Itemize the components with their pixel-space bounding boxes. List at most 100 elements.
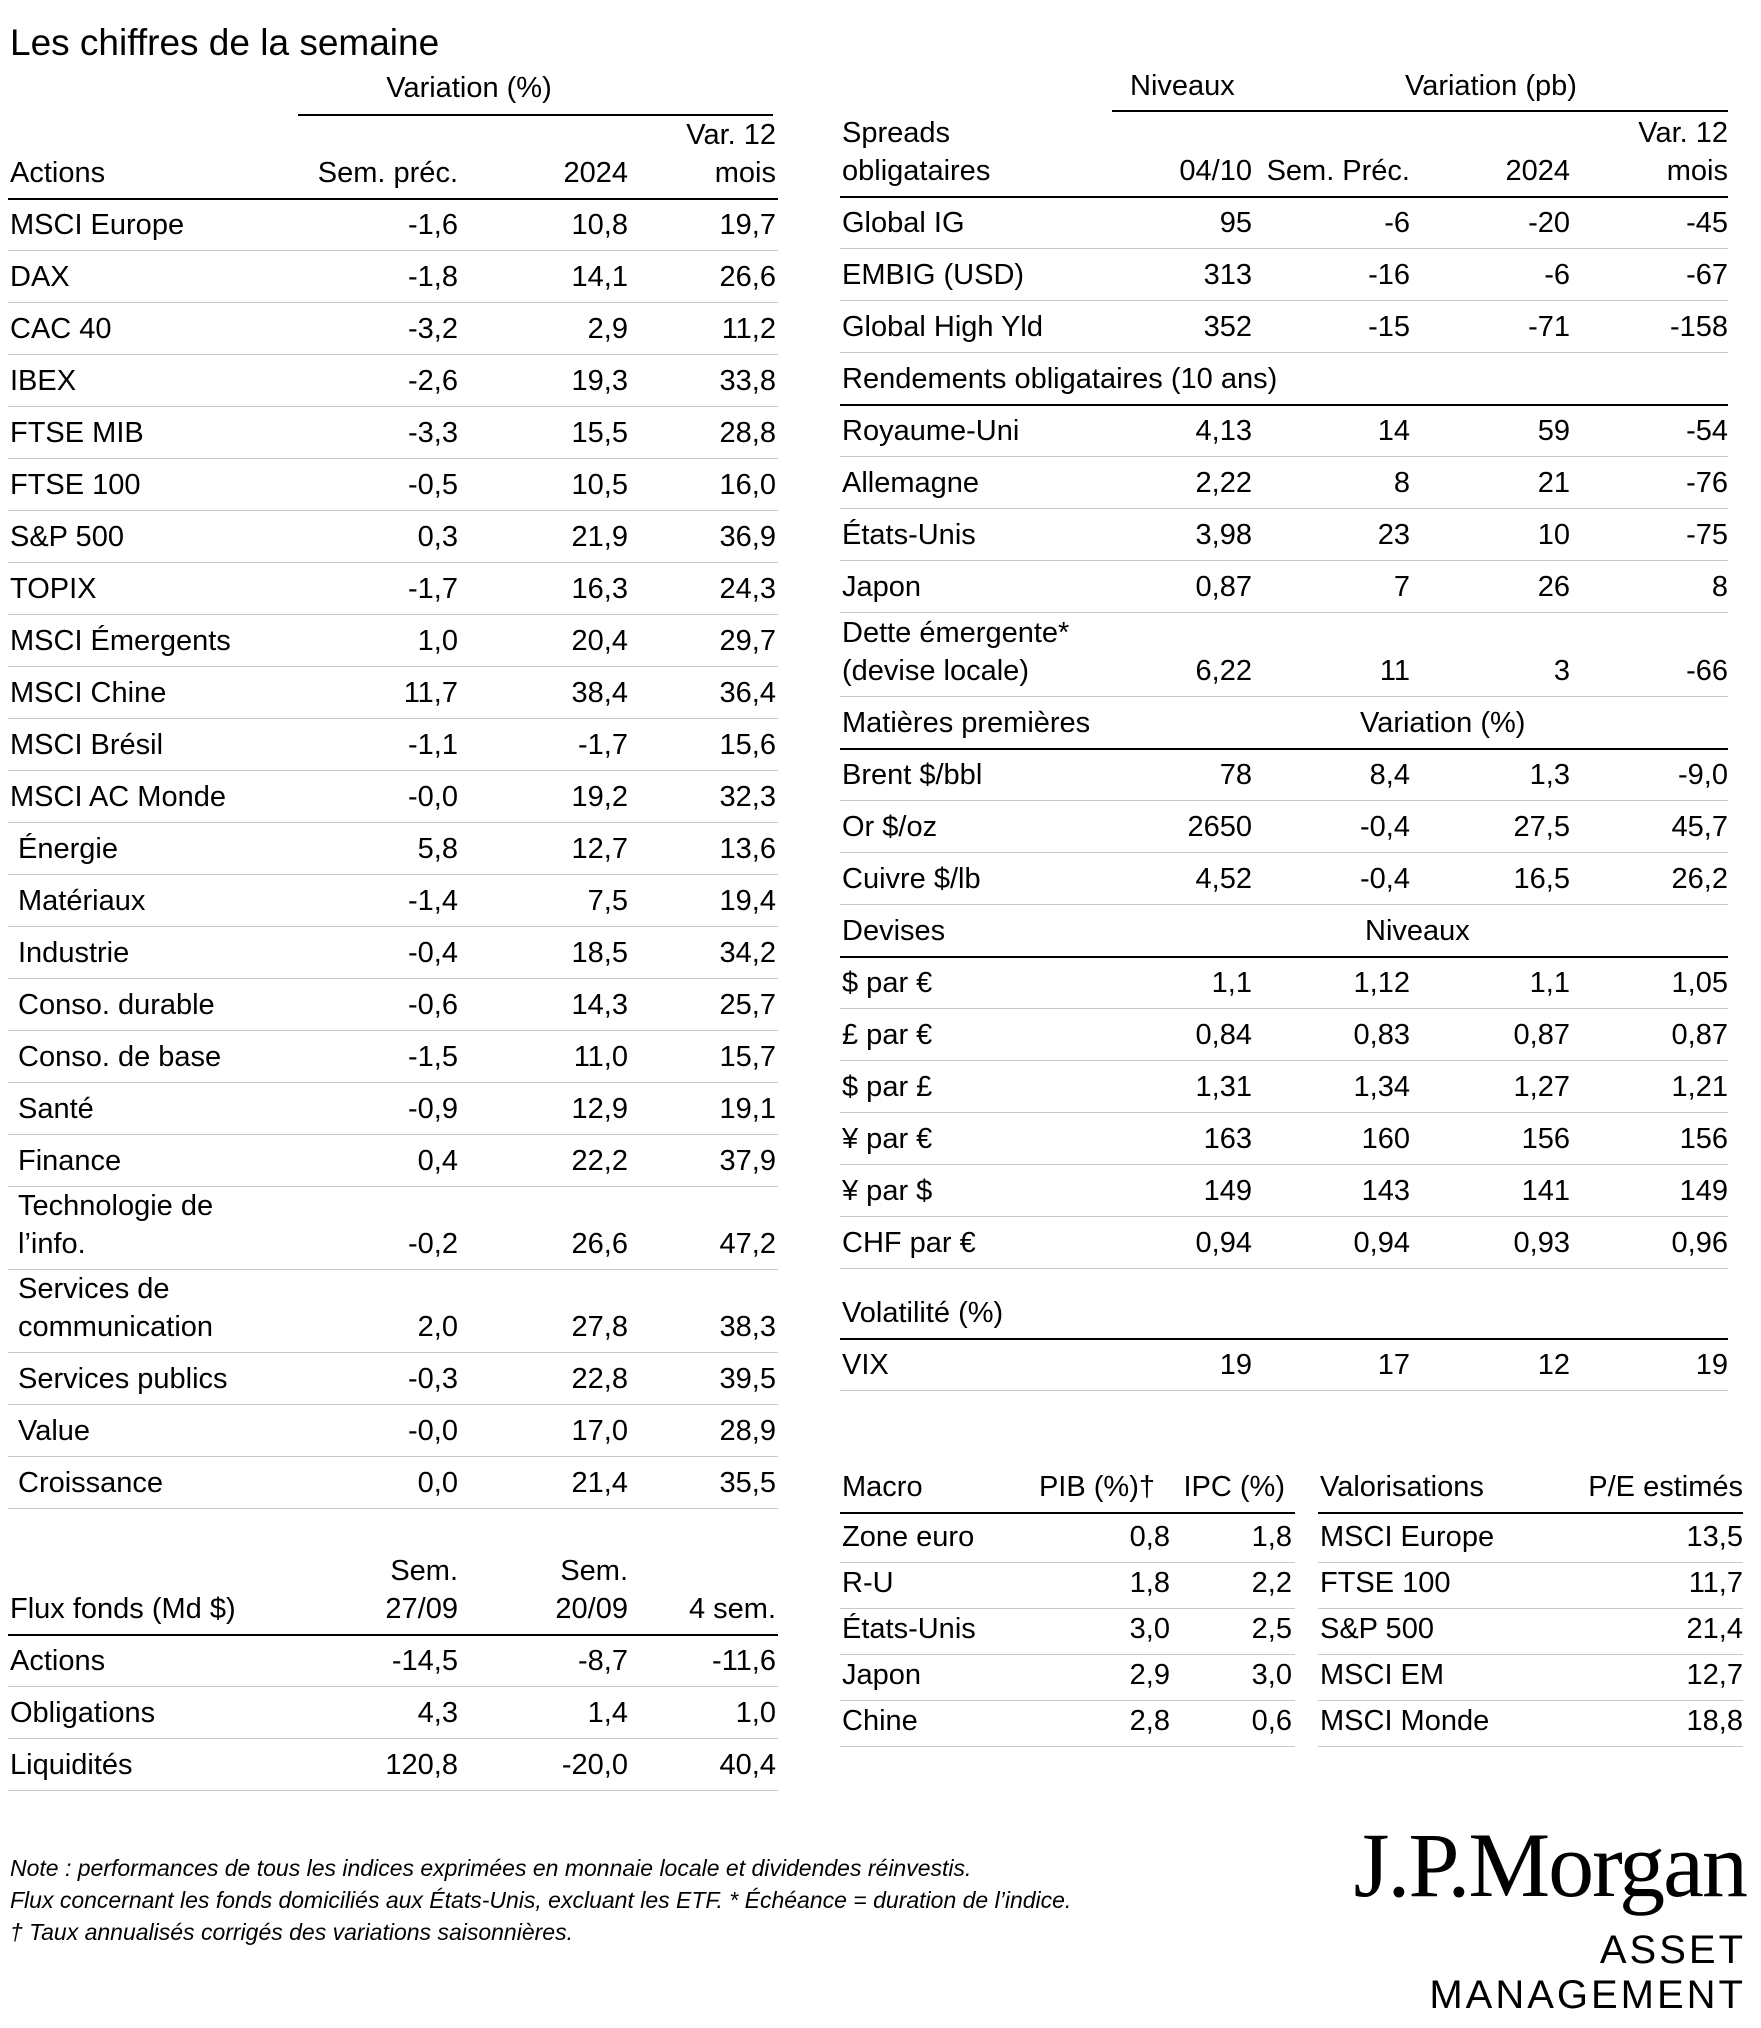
variation-pb-group-label: Variation (pb)	[1405, 70, 1577, 102]
row-label: Services publics	[18, 1363, 228, 1395]
prev-week-value: 7	[1393, 571, 1410, 603]
row-label: Services de communication	[18, 1273, 214, 1343]
row-label: Brent $/bbl	[842, 759, 983, 791]
ytd-value: 12	[1537, 1349, 1570, 1381]
prev-week-value: -1,6	[408, 209, 458, 241]
cpi-value: 2,2	[1251, 1567, 1292, 1599]
12m-value: 28,9	[719, 1415, 776, 1447]
table-row: Services de communication 2,0 27,8 38,3	[8, 1269, 778, 1353]
level-value: 352	[1203, 311, 1252, 343]
prev-week-value: 23	[1377, 519, 1410, 551]
prev-week-value: -0,0	[408, 1415, 458, 1447]
table-row: Global IG 95 -6 -20 -45	[840, 196, 1728, 249]
prev-week-value: 0,0	[417, 1467, 458, 1499]
table-row: Croissance 0,0 21,4 35,5	[8, 1456, 778, 1509]
table-row: Services publics -0,3 22,8 39,5	[8, 1352, 778, 1405]
ytd-value: 19,3	[571, 365, 628, 397]
12m-value: 16,0	[719, 469, 776, 501]
asset-management-logo-text: ASSET MANAGEMENT	[1429, 1928, 1746, 2017]
row-label: MSCI Chine	[10, 677, 167, 709]
table-row: Technologie de l’info. -0,2 26,6 47,2	[8, 1186, 778, 1270]
row-label: FTSE 100	[1320, 1567, 1451, 1599]
row-label: Japon	[842, 1659, 922, 1691]
macro-table: Macro PIB (%)† IPC (%) Zone euro 0,8 1,8 R-U 1,…	[840, 1460, 1295, 1760]
table-row: Finance 0,4 22,2 37,9	[8, 1134, 778, 1187]
footnotes: Note : performances de tous les indices …	[10, 1852, 1071, 1948]
row-label: Santé	[18, 1093, 94, 1125]
12m-value: 1,21	[1671, 1071, 1728, 1103]
row-label: R-U	[842, 1567, 894, 1599]
12m-value: 19	[1695, 1349, 1728, 1381]
prev-week-value: 17	[1377, 1349, 1410, 1381]
row-label: Value	[18, 1415, 91, 1447]
table-row: MSCI Brésil -1,1 -1,7 15,6	[8, 718, 778, 771]
ytd-value: 27,8	[571, 1311, 628, 1343]
12m-value: 1,05	[1671, 967, 1728, 999]
table-row: FTSE MIB -3,3 15,5 28,8	[8, 406, 778, 459]
12m-value: 15,6	[719, 729, 776, 761]
row-label: MSCI Émergents	[10, 625, 231, 657]
12m-value: 28,8	[719, 417, 776, 449]
12m-value: -158	[1669, 311, 1728, 343]
ytd-value: 12,7	[571, 833, 628, 865]
12m-value: -76	[1686, 467, 1728, 499]
footnote-line: † Taux annualisés corrigés des variation…	[10, 1919, 573, 1945]
ytd-value: 38,4	[571, 677, 628, 709]
table-row: TOPIX -1,7 16,3 24,3	[8, 562, 778, 615]
ytd-value: 1,27	[1513, 1071, 1570, 1103]
4-weeks-value: 1,0	[735, 1697, 776, 1729]
equities-table: Variation (%) Actions Sem. préc. 2024 Var. 1…	[8, 70, 778, 1510]
table-row: FTSE 100 -0,5 10,5 16,0	[8, 458, 778, 511]
12m-value: 0,96	[1671, 1227, 1728, 1259]
column-header-macro: Macro	[842, 1471, 923, 1503]
column-header-prev-week: Sem. Préc.	[1266, 155, 1410, 187]
row-label: TOPIX	[10, 573, 97, 605]
prev-week-value: -0,5	[408, 469, 458, 501]
12m-value: 33,8	[719, 365, 776, 397]
ytd-value: 21,4	[571, 1467, 628, 1499]
row-label: EMBIG (USD)	[842, 259, 1025, 291]
12m-value: 8	[1711, 571, 1728, 603]
column-header-prev-week: Sem. préc.	[317, 157, 458, 189]
group-underline	[1112, 110, 1728, 112]
table-row: MSCI AC Monde -0,0 19,2 32,3	[8, 770, 778, 823]
table-row: Conso. de base -1,5 11,0 15,7	[8, 1030, 778, 1083]
12m-value: 19,1	[719, 1093, 776, 1125]
table-row: S&P 500 0,3 21,9 36,9	[8, 510, 778, 563]
ytd-value: 17,0	[571, 1415, 628, 1447]
ytd-value: 10,5	[571, 469, 628, 501]
week-2709-value: 4,3	[417, 1697, 458, 1729]
ytd-value: 19,2	[571, 781, 628, 813]
prev-week-value: -0,4	[1360, 863, 1410, 895]
prev-week-value: -15	[1368, 311, 1410, 343]
ytd-value: 59	[1537, 415, 1570, 447]
prev-week-value: 1,12	[1353, 967, 1410, 999]
row-label: États-Unis	[842, 1613, 976, 1645]
table-row: EMBIG (USD) 313 -16 -6 -67	[840, 248, 1728, 301]
prev-week-value: 8,4	[1369, 759, 1410, 791]
ytd-value: -1,7	[578, 729, 628, 761]
row-label: Dette émergente* (devise locale)	[842, 617, 1070, 687]
row-label: MSCI Monde	[1320, 1705, 1490, 1737]
12m-value: -67	[1686, 259, 1728, 291]
week-2709-value: 120,8	[385, 1749, 458, 1781]
commodities-section-header: Matières premières Variation (%)	[840, 696, 1728, 750]
pe-value: 12,7	[1686, 1659, 1743, 1691]
12m-value: 26,6	[719, 261, 776, 293]
column-header-level-0410: 04/10	[1179, 155, 1252, 187]
column-header-4-weeks: 4 sem.	[688, 1593, 776, 1625]
12m-value: 32,3	[719, 781, 776, 813]
level-value: 0,87	[1195, 571, 1252, 603]
table-row: Liquidités 120,8 -20,0 40,4	[8, 1738, 778, 1791]
row-label: $ par £	[842, 1071, 933, 1103]
12m-value: 35,5	[719, 1467, 776, 1499]
column-header-actions: Actions	[10, 157, 106, 189]
12m-value: 36,9	[719, 521, 776, 553]
gdp-value: 2,9	[1129, 1659, 1170, 1691]
prev-week-value: 11	[1379, 655, 1410, 687]
table-row: Or $/oz 2650 -0,4 27,5 45,7	[840, 800, 1728, 853]
table-row: Japon 0,87 7 26 8	[840, 560, 1728, 613]
spacer-row	[840, 1268, 1728, 1286]
ytd-value: 16,3	[571, 573, 628, 605]
